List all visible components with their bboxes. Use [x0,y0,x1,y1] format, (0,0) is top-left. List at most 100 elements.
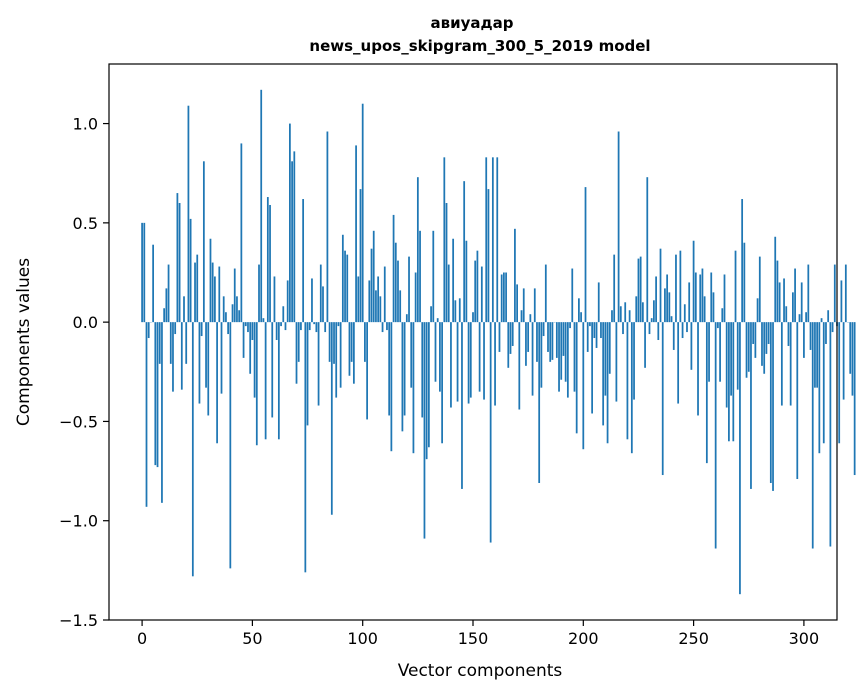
x-axis-title: Vector components [398,661,563,681]
bar [436,318,439,323]
bar [776,260,779,323]
bar [408,256,410,323]
bar [653,300,655,323]
bar [350,322,353,362]
bar [390,322,393,452]
bar [410,322,413,388]
bar [564,322,567,382]
bar [355,145,357,323]
bar [339,322,342,388]
bar [227,322,229,335]
bar [809,322,812,350]
bar [533,288,536,323]
bar [375,290,377,323]
bar [628,310,631,323]
bar [635,296,638,323]
bar [284,322,287,331]
bar [619,306,622,323]
bar [814,322,816,388]
bar [247,322,249,333]
bar [491,157,494,323]
bar [509,322,512,354]
bar [357,276,360,323]
y-tick-label: −1.5 [59,611,98,630]
bar [403,322,406,416]
bar [582,322,585,450]
bar [485,157,488,323]
bar [480,266,483,323]
x-axis: 0 50 100 150 200 250 300 [137,620,819,648]
bar [315,322,318,333]
bar [322,286,324,323]
bar [289,123,291,323]
bar [679,250,682,323]
bar [571,268,574,323]
bar [514,228,516,323]
bar [803,322,805,358]
bar [372,230,375,323]
bar [615,322,618,402]
bar [822,322,825,444]
bar [672,322,675,350]
bar [555,322,558,358]
bar [472,312,474,323]
bar [829,322,832,547]
bar [692,240,695,323]
bar [630,322,633,454]
bar [295,322,298,384]
bar [240,143,243,323]
bar [650,318,653,323]
bar [584,187,587,323]
bar [686,322,688,333]
bar [657,322,660,341]
bar [705,322,708,464]
bar [646,177,649,323]
bar [540,322,543,388]
bar [399,290,402,323]
bar [220,322,223,394]
bar [750,322,752,489]
y-tick-label: 1.0 [73,115,98,134]
bar [544,264,547,323]
bar [745,322,748,378]
bar [595,322,598,348]
bar [291,161,293,323]
bar [379,296,382,323]
x-tick-label: 250 [678,629,709,648]
bar [381,322,384,333]
bar [386,322,388,331]
bar [222,296,225,323]
bar [721,308,724,323]
bar [736,322,739,390]
bar [308,322,311,331]
bar [229,322,232,569]
bar [419,230,421,323]
bar [165,288,168,323]
bar [143,222,146,323]
bar [443,157,446,323]
bar [474,260,477,323]
bar [194,262,196,323]
bar [461,322,463,489]
bar [816,322,819,388]
bar [670,316,673,323]
bar [807,264,810,323]
bar [639,256,642,323]
bar [452,238,455,323]
bar [648,322,651,335]
bar [604,322,607,396]
x-tick-label: 300 [789,629,820,648]
bar [591,322,593,414]
bar [158,322,161,364]
bar [483,322,485,400]
bar [811,322,814,549]
bar [739,322,741,595]
bar [200,322,203,337]
bar [551,322,554,360]
bar [703,296,706,323]
bar [368,280,371,323]
bar [388,322,391,416]
bar [758,256,761,323]
bar [326,131,329,323]
bar [249,322,252,374]
